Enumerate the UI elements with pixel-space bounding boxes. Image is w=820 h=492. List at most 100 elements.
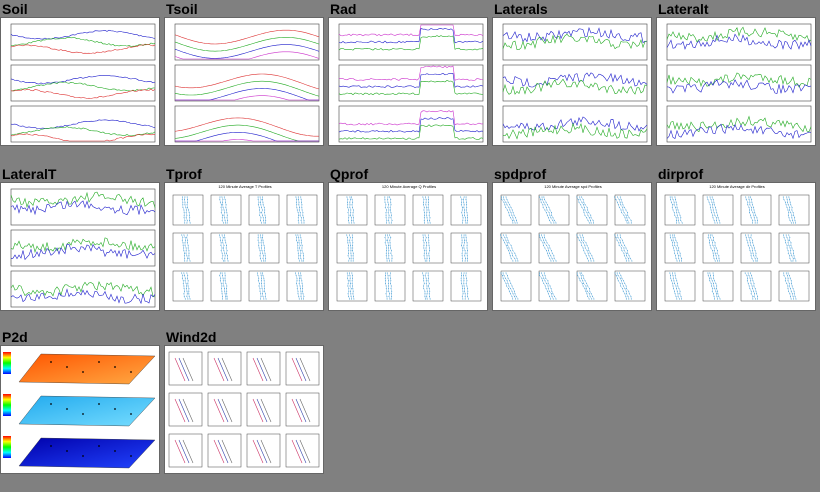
profile-line [669,272,677,300]
profile-line [300,196,305,223]
series-line [10,200,156,216]
series-line [174,37,320,52]
wind2d-thumbnail[interactable] [164,345,324,474]
wind-line [217,398,229,423]
profile-line [745,234,754,262]
profile-point [384,196,386,198]
tsoil-thumbnail[interactable] [164,17,324,146]
profile-panel [740,194,772,226]
lateralt-plot [666,23,812,143]
profile-line [389,196,393,224]
profile-line [351,196,355,224]
profile-line [783,196,792,224]
profile-line [262,196,266,224]
wind-line [256,357,268,382]
wind-panel [246,392,281,427]
series-line [174,44,320,59]
panel-frame [10,188,156,226]
profile-line [387,196,390,224]
profile-line [465,196,468,224]
series-line [10,74,156,85]
series-line [10,133,155,142]
qprof-plot: 120 Minute Average Q Profiles [336,184,482,302]
profile-line [259,196,265,224]
profile-panel [576,194,608,226]
profile-line [384,196,388,224]
profile-panel [500,194,532,226]
soil-thumbnail[interactable] [0,17,160,146]
tile-label: LateralT [2,166,57,182]
p2d-thumbnail[interactable] [0,345,160,474]
station-dot [66,408,68,410]
profile-panel [286,270,318,302]
spdprof-thumbnail[interactable]: 120 Minute Average spd Profiles [492,182,652,311]
profile-line [619,272,632,300]
wind-line [178,357,190,382]
profile-panel [248,194,280,226]
series-line [174,117,319,137]
station-dot [82,371,84,373]
panel-frame [10,23,156,61]
wind-line [217,439,229,464]
panel-frame [502,64,648,102]
rad-thumbnail[interactable] [328,17,488,146]
wind-panel [168,351,203,386]
profile-line [543,196,557,224]
profile-line [422,196,425,224]
profile-line [786,234,794,262]
series-line [502,116,648,132]
profile-subtitle: 120 Minute Average spd Profiles [544,184,602,189]
profile-point [386,260,388,262]
profile-line [219,234,224,262]
profile-line [186,196,191,224]
profile-panel [614,270,646,302]
series-line [174,51,320,60]
tprof-thumbnail[interactable]: 120 Minute Average T Profiles [164,182,324,311]
series-line [338,72,484,88]
profile-line [500,234,514,262]
profile-point [264,222,266,224]
profile-line [181,234,185,261]
profile-line [262,272,267,300]
profile-line [541,272,554,300]
wind-panel [207,351,242,386]
laterals-thumbnail[interactable] [492,17,652,146]
profile-line [750,272,758,300]
profile-point [186,222,188,224]
profile-line [710,235,718,262]
profile-line [385,272,388,300]
dirprof-thumbnail[interactable]: 120 Minute Average dir Profiles [656,182,816,311]
panel-frame [174,105,320,143]
profile-line [300,234,304,262]
profile-line [581,272,595,300]
profile-point [351,234,353,236]
profile-line [460,273,464,300]
wind-line [252,357,264,382]
profile-line [579,272,592,300]
lateralT-thumbnail[interactable] [0,182,160,311]
profile-line [424,272,428,300]
profile-line [711,234,720,262]
lateralt-thumbnail[interactable] [656,17,816,146]
profile-line [748,196,756,224]
tile-label: spdprof [494,166,547,182]
profile-panel [210,232,242,264]
profile-panel [576,232,608,264]
series-line [10,119,156,129]
profile-line [298,196,302,224]
profile-line [539,273,551,300]
profile-line [257,235,262,262]
profile-line [387,234,390,262]
profile-line [674,272,682,300]
tprof-plot: 120 Minute Average T Profiles [172,184,318,302]
profile-line [503,196,516,224]
profile-line [181,272,186,300]
profile-panel [702,232,734,264]
spdprof-plot: 120 Minute Average spd Profiles [500,184,646,302]
profile-line [295,196,299,224]
station-dot [98,403,100,405]
tile-label: Tprof [166,166,202,182]
profile-line [788,234,797,262]
qprof-thumbnail[interactable]: 120 Minute Average Q Profiles [328,182,488,311]
profile-point [186,196,188,198]
